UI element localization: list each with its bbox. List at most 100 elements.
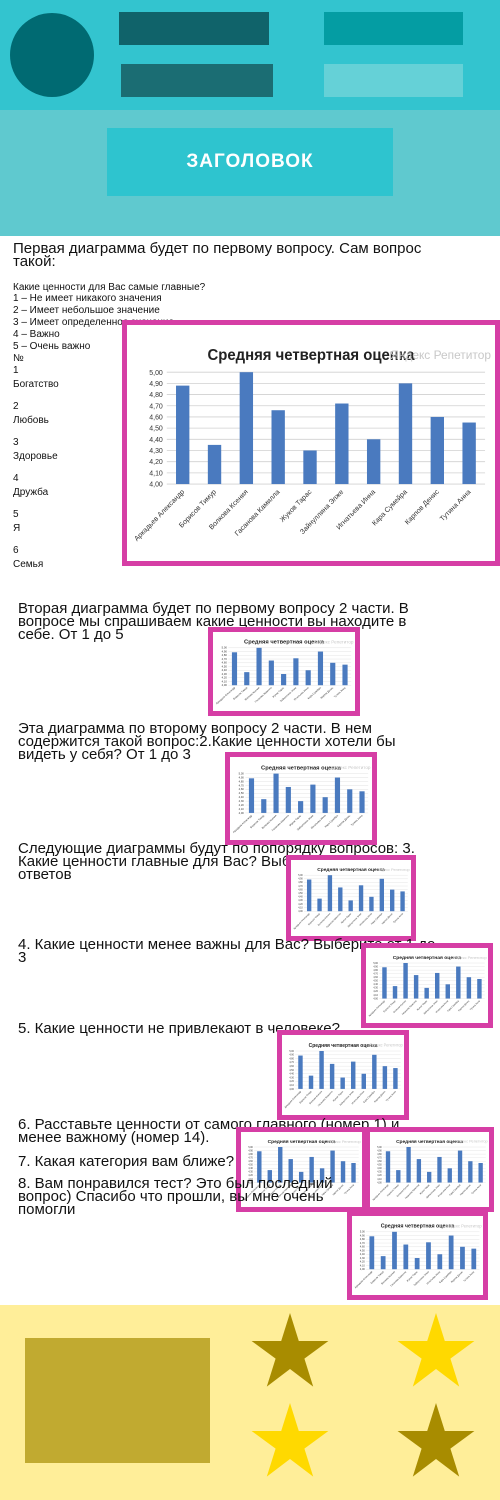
- bar: [330, 662, 336, 686]
- value-num: 2: [13, 401, 19, 412]
- bar: [298, 1055, 303, 1089]
- question-text: Какие ценности для Вас самые главные?: [13, 282, 206, 293]
- bar: [207, 444, 222, 485]
- bar: [361, 1073, 366, 1089]
- y-tick-label: 4,10: [298, 907, 303, 909]
- x-tick-label: Тутина Анна: [393, 912, 405, 924]
- y-tick-label: 4,30: [289, 1076, 294, 1079]
- y-tick-label: 4,70: [298, 886, 303, 888]
- bar: [435, 972, 440, 999]
- x-tick-label: Жуков Тарас: [420, 1184, 431, 1196]
- y-tick-label: 4,10: [149, 470, 163, 477]
- bar: [366, 439, 381, 485]
- y-tick-label: 4,40: [360, 1253, 365, 1256]
- y-tick-label: 4,30: [360, 1257, 365, 1260]
- y-tick-label: 4,30: [373, 988, 378, 990]
- bar: [466, 977, 472, 999]
- y-tick-label: 4,90: [373, 966, 378, 968]
- y-tick-label: 4,70: [377, 1157, 382, 1159]
- y-tick-label: 4,20: [289, 1080, 294, 1083]
- y-tick-label: 4,90: [149, 381, 163, 388]
- bar: [256, 647, 262, 686]
- x-tick-label: Тутина Анна: [469, 999, 481, 1011]
- bar: [305, 670, 311, 686]
- y-tick-label: 4,60: [373, 977, 378, 979]
- bar: [372, 1054, 377, 1089]
- chart-frame-7: Средняя четвертная оценка Яндекс Репетито…: [236, 1127, 367, 1212]
- y-tick-label: 4,70: [149, 403, 163, 410]
- bar: [340, 1077, 345, 1089]
- y-tick-label: 4,20: [239, 803, 245, 807]
- bar: [448, 1235, 454, 1270]
- chart-watermark: Яндекс Репетитор: [315, 640, 354, 645]
- bar: [457, 1150, 463, 1183]
- bar: [403, 963, 408, 999]
- y-tick-label: 4,80: [298, 882, 303, 884]
- scale-item: 2 – Имеет небольшое значение: [13, 305, 160, 316]
- header-block: [121, 64, 273, 97]
- x-tick-label: Аркадьев Александр: [232, 813, 254, 833]
- y-tick-label: 5,00: [373, 963, 378, 965]
- chart-title: Средняя четвертная оценка: [309, 1043, 378, 1049]
- y-tick-label: 4,30: [248, 1172, 253, 1174]
- y-tick-label: 5,00: [377, 1147, 382, 1149]
- bar: [390, 889, 395, 912]
- y-tick-label: 4,10: [222, 680, 228, 683]
- bar: [273, 773, 279, 813]
- y-tick-label: 4,50: [149, 426, 163, 433]
- x-tick-label: Тутина Анна: [350, 813, 364, 826]
- y-tick-label: 5,00: [289, 1050, 294, 1053]
- y-tick-label: 4,30: [149, 448, 163, 455]
- x-tick-label: Тутина Анна: [385, 1090, 397, 1103]
- star-icon: [251, 1313, 329, 1387]
- y-tick-label: 4,80: [360, 1238, 365, 1241]
- y-tick-label: 4,00: [298, 911, 303, 913]
- bar: [334, 777, 341, 813]
- y-tick-label: 4,50: [239, 791, 245, 795]
- y-tick-label: 4,80: [373, 970, 378, 972]
- y-tick-label: 5,00: [149, 370, 163, 377]
- bar: [396, 1170, 401, 1183]
- chart-title: Средняя четвертная оценка: [261, 765, 342, 771]
- bar: [340, 1161, 346, 1183]
- x-tick-label: Жуков Тарас: [417, 1000, 429, 1012]
- y-tick-label: 4,20: [377, 1175, 382, 1177]
- bar: [271, 410, 285, 485]
- bar: [382, 967, 387, 999]
- paragraph-6: 5. Какие ценности не привлекают в челове…: [18, 1020, 340, 1037]
- y-tick-label: 4,00: [248, 1182, 253, 1184]
- bar: [403, 1244, 409, 1270]
- bar: [281, 674, 287, 686]
- x-tick-label: Карпов Денис: [382, 913, 394, 926]
- paragraph-9: 8. Вам понравился тест? Это был последни…: [18, 1175, 333, 1218]
- x-tick-label: Аркадьев Александр: [354, 1270, 374, 1289]
- chart-title: Средняя четвертная оценка: [381, 1224, 455, 1230]
- x-tick-label: Тутина Анна: [463, 1270, 476, 1282]
- y-tick-label: 4,60: [360, 1246, 365, 1249]
- y-tick-label: 4,10: [360, 1264, 365, 1267]
- bar: [239, 372, 254, 485]
- bar: [303, 450, 317, 485]
- y-tick-label: 4,30: [298, 900, 303, 902]
- bar: [414, 1258, 420, 1270]
- bar: [231, 652, 238, 686]
- y-tick-label: 4,00: [373, 998, 378, 1000]
- y-tick-label: 4,40: [248, 1168, 253, 1170]
- y-tick-label: 4,10: [377, 1179, 382, 1181]
- y-tick-label: 4,60: [149, 414, 163, 421]
- paragraph-2: Вторая диаграмма будет по первому вопрос…: [18, 600, 409, 643]
- y-tick-label: 4,50: [360, 1249, 365, 1252]
- bar: [317, 651, 324, 686]
- y-tick-label: 4,90: [222, 651, 228, 654]
- bar: [426, 1242, 431, 1270]
- y-tick-label: 4,70: [360, 1242, 365, 1245]
- x-tick-label: Тутина Анна: [439, 489, 472, 523]
- bar: [330, 1150, 335, 1183]
- chart-frame-3: Средняя четвертная оценка Яндекс Репетито…: [225, 752, 377, 845]
- bar: [445, 984, 450, 999]
- y-tick-label: 4,70: [373, 973, 378, 975]
- bar: [379, 878, 384, 912]
- value-label: Дружба: [13, 487, 49, 498]
- value-label: Богатство: [13, 379, 59, 390]
- y-tick-label: 4,50: [373, 981, 378, 983]
